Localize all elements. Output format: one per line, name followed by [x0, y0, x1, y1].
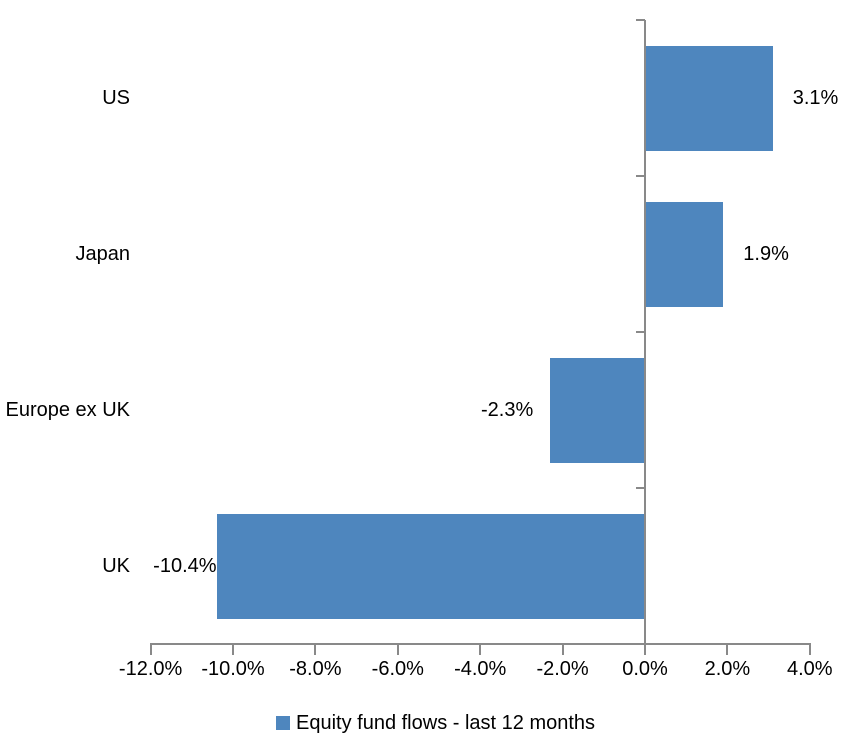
value-label-europe-ex-uk: -2.3% — [481, 399, 534, 421]
value-axis-tick — [396, 643, 399, 655]
value-axis-tick-label: -8.0% — [289, 658, 342, 680]
value-label-uk: -10.4% — [153, 555, 217, 577]
legend-label: Equity fund flows - last 12 months — [296, 712, 596, 734]
category-label-us: US — [102, 87, 130, 109]
value-axis-tick-label: -4.0% — [454, 658, 507, 680]
value-axis-tick-label: -6.0% — [371, 658, 424, 680]
category-axis-tick — [636, 331, 645, 333]
legend: Equity fund flows - last 12 months — [276, 711, 595, 735]
category-label-uk: UK — [102, 555, 130, 577]
bar-japan — [645, 201, 724, 307]
value-axis-tick-label: -10.0% — [201, 658, 265, 680]
value-axis-tick — [808, 643, 811, 655]
value-axis-tick-label: -12.0% — [118, 658, 183, 680]
value-axis-tick-label: 4.0% — [787, 658, 833, 680]
value-axis-tick-label: 2.0% — [704, 658, 751, 680]
category-axis-line — [644, 20, 646, 645]
bar-europe-ex-uk — [550, 357, 645, 463]
value-axis-tick — [149, 643, 152, 655]
value-axis-tick-label: 0.0% — [622, 658, 668, 680]
category-label-japan: Japan — [75, 243, 131, 265]
value-axis-tick — [479, 643, 482, 655]
category-axis-tick — [636, 487, 645, 489]
category-axis-tick — [636, 175, 645, 177]
value-axis-tick — [644, 643, 646, 655]
category-axis-tick — [636, 19, 645, 21]
value-axis-tick-label: -2.0% — [536, 658, 589, 680]
value-axis-tick — [561, 643, 564, 655]
value-axis-tick — [232, 643, 234, 655]
bar-us — [645, 45, 773, 151]
bar-uk — [216, 513, 645, 619]
legend-marker-icon — [276, 716, 290, 730]
value-axis-tick — [726, 643, 729, 655]
value-label-us: 3.1% — [792, 87, 839, 109]
value-label-japan: 1.9% — [743, 243, 789, 265]
value-axis-tick — [314, 643, 317, 655]
category-label-europe-ex-uk: Europe ex UK — [5, 399, 130, 421]
